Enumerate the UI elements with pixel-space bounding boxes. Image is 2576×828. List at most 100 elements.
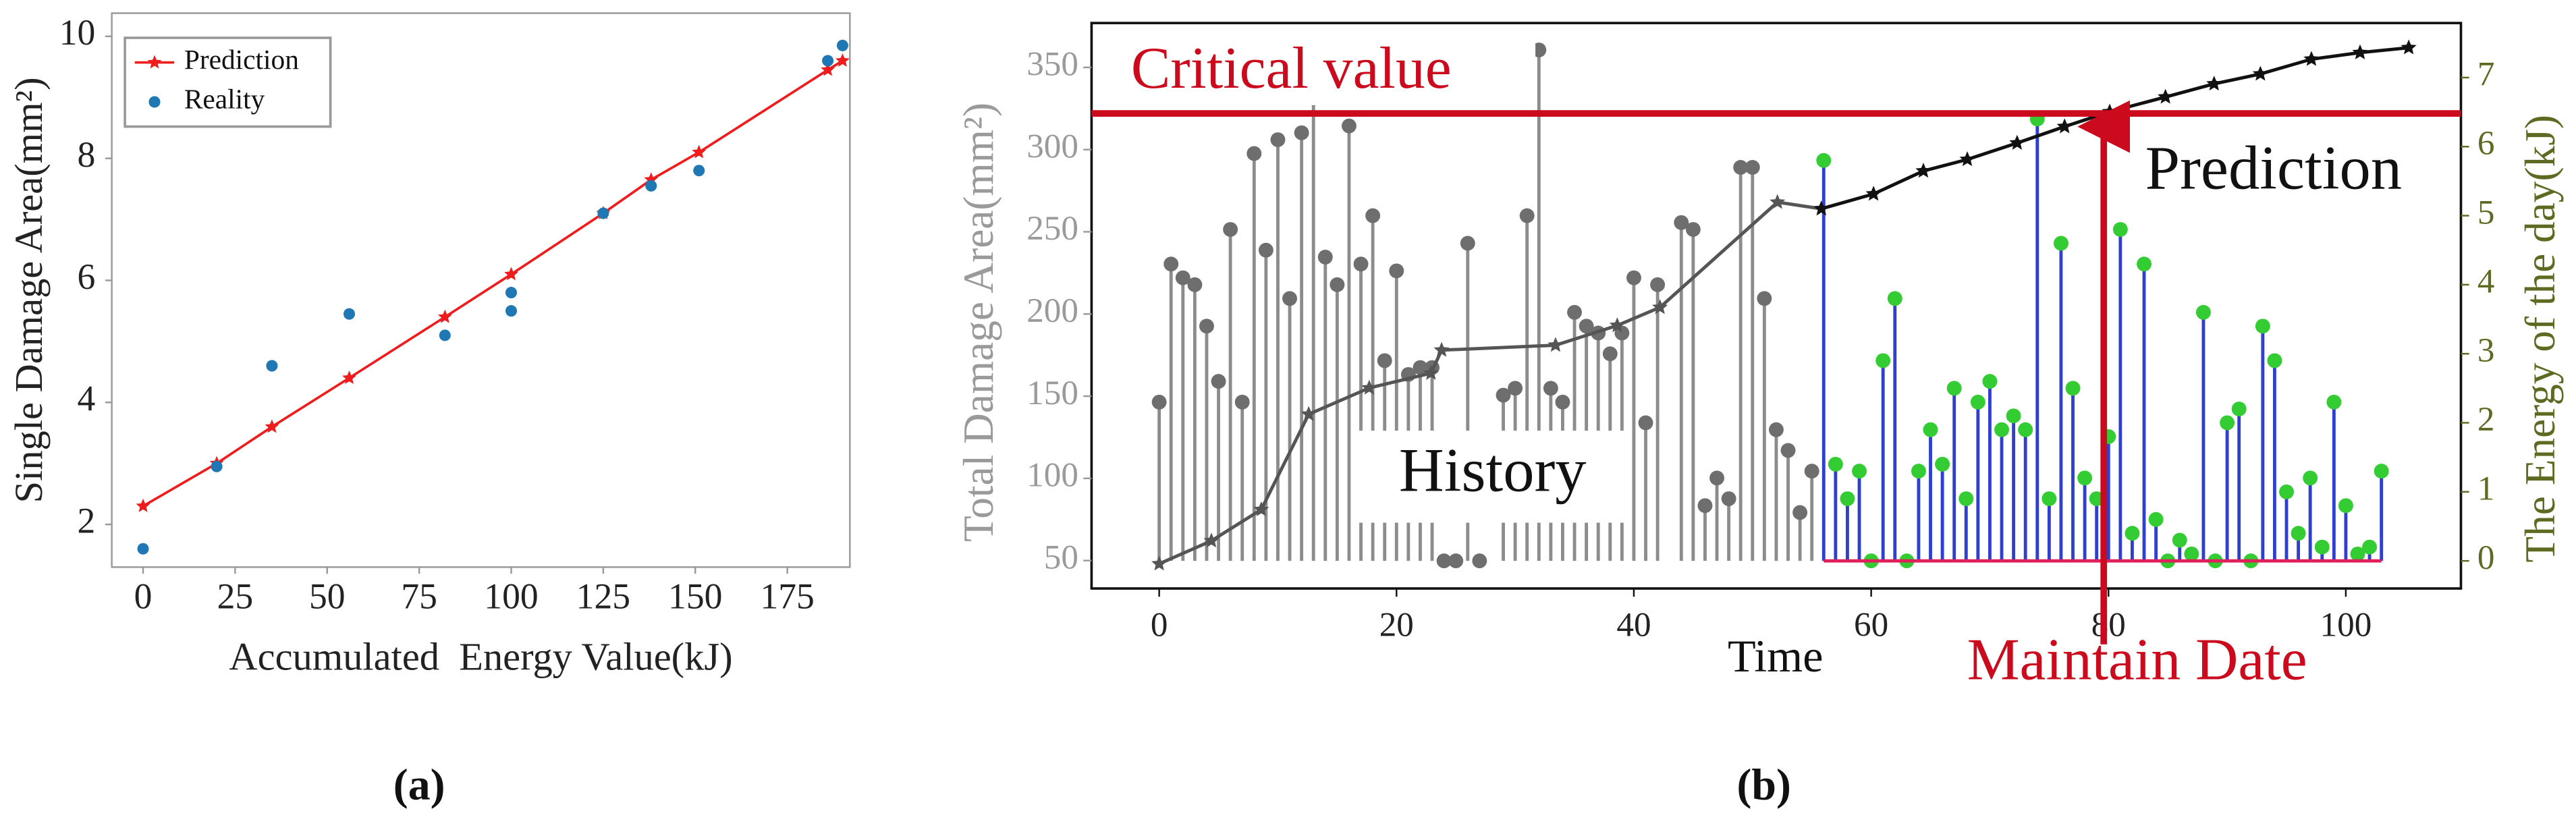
star-marker [1865, 186, 1882, 201]
stem-head [1828, 456, 1843, 472]
y-tick-label: 350 [1026, 45, 1078, 84]
stem-head [1685, 222, 1701, 238]
stem-head [2374, 464, 2389, 479]
stem-head [1496, 387, 1511, 403]
stem-head [1151, 394, 1167, 410]
star-marker [2158, 88, 2174, 104]
stem-head [2172, 532, 2187, 548]
stem-head [1187, 277, 1203, 292]
point [137, 543, 149, 555]
star-marker [692, 144, 707, 159]
legend-swatch [148, 96, 161, 108]
stem-head [2018, 422, 2033, 437]
label-bg [1124, 39, 1536, 105]
stem-head [1875, 353, 1891, 368]
stem-head [1211, 374, 1226, 389]
stem-head [2112, 222, 2128, 238]
stem-head [2184, 546, 2199, 561]
point [645, 180, 657, 192]
star-marker [2206, 76, 2222, 91]
stem-head [2195, 304, 2211, 320]
x-tick-label: 40 [1616, 605, 1651, 644]
stem-head [1745, 160, 1760, 175]
stem-head [1472, 553, 1487, 569]
star-marker [1300, 406, 1317, 421]
stem-head [1175, 270, 1190, 285]
prediction-label: Prediction [2145, 134, 2402, 202]
star-marker [2401, 39, 2417, 55]
stem-head [1816, 153, 1832, 168]
stem-head [1709, 470, 1724, 486]
stem-head [1626, 270, 1641, 285]
y2-tick-label: 0 [2477, 539, 2495, 577]
y2-tick-label: 7 [2477, 55, 2495, 94]
star-marker [437, 309, 452, 323]
star-marker [136, 499, 150, 512]
stem-head [2041, 491, 2057, 507]
star-marker [1915, 163, 1931, 178]
stem-head [1638, 415, 1653, 431]
critical-label: Critical value [1131, 35, 1452, 101]
stem-head [2303, 470, 2318, 486]
stem-head [1365, 208, 1381, 223]
stem-head [1982, 374, 1998, 389]
y-axis-label: Total Damage Area(mm²) [955, 103, 1002, 542]
x-axis-label: Accumulated Energy Value(kJ) [229, 635, 732, 679]
stem-head [1757, 291, 1772, 306]
stem-head [2314, 539, 2330, 555]
stem-head [1270, 132, 1286, 147]
point [693, 165, 705, 177]
stem-head [1804, 464, 1819, 479]
star-marker [1813, 200, 1830, 216]
stem-head [1294, 125, 1309, 140]
point [439, 329, 451, 341]
y-tick-label: 2 [77, 500, 95, 541]
x-tick-label: 100 [2320, 605, 2372, 644]
stem-head [1780, 443, 1796, 458]
stem-head [2220, 415, 2235, 431]
x-axis-label: Time [1728, 630, 1824, 682]
point [211, 460, 223, 472]
stem-head [1234, 394, 1250, 410]
stem-head [2125, 526, 2140, 541]
stem-head [2267, 353, 2282, 368]
stem-head [2148, 512, 2164, 527]
star-marker [1361, 379, 1377, 395]
legend-box [124, 36, 332, 128]
stem-head [1852, 464, 1867, 479]
stem-head [1246, 146, 1262, 161]
stem-head [1555, 394, 1570, 410]
stem-head [1602, 346, 1618, 362]
stem-head [1911, 464, 1926, 479]
y2-tick-label: 1 [2477, 470, 2495, 508]
x-tick-label: 0 [134, 576, 153, 616]
stem-head [1436, 553, 1452, 569]
star-marker [265, 419, 279, 433]
x-tick-label: 150 [668, 576, 722, 616]
star-marker [835, 53, 850, 67]
legend-label: Reality [184, 84, 265, 115]
y-tick-label: 4 [77, 379, 95, 419]
stem-head [1935, 456, 1950, 472]
stem-head [1353, 256, 1369, 272]
star-marker [2352, 44, 2368, 59]
stem-head [1519, 208, 1535, 223]
y-tick-label: 300 [1026, 127, 1078, 165]
stem-head [1448, 553, 1464, 569]
star-marker [1203, 532, 1220, 548]
star-marker [2056, 118, 2073, 134]
stem-head [1674, 215, 1689, 230]
panel-label: (b) [1737, 760, 1791, 809]
y-tick-label: 250 [1026, 209, 1078, 248]
y-tick-label: 8 [77, 134, 95, 175]
point [822, 55, 834, 67]
stem-head [1163, 256, 1179, 272]
star-marker [2303, 51, 2320, 66]
stem-head [1567, 304, 1583, 320]
stem-head [1840, 491, 1855, 507]
stem-head [1258, 242, 1273, 258]
stem-head [1887, 291, 1902, 306]
stem-head [1970, 394, 1985, 410]
stem-head [1342, 118, 1356, 134]
star-marker [504, 267, 518, 281]
